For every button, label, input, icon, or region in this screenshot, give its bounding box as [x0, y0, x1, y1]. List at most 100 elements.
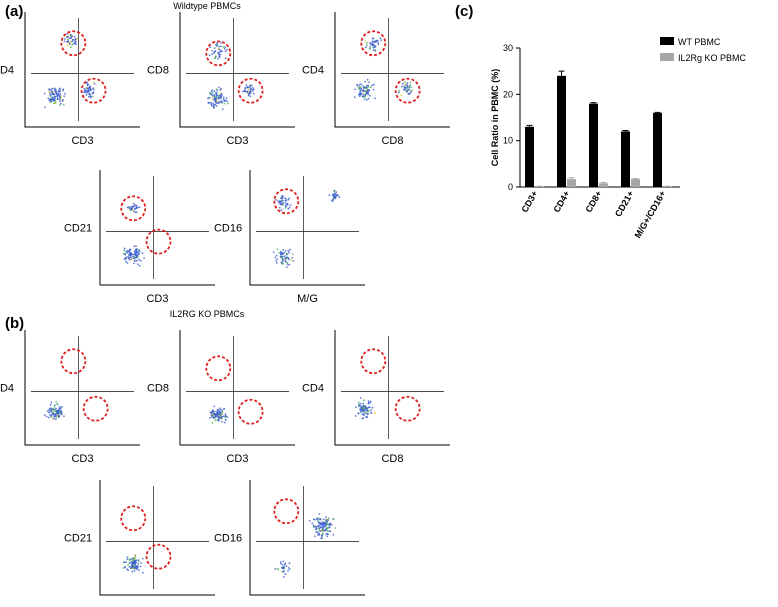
- event-dot: [366, 42, 368, 44]
- event-dot: [218, 87, 220, 89]
- event-dot: [137, 256, 139, 258]
- event-dot: [287, 208, 289, 210]
- event-dot: [55, 401, 57, 403]
- y-axis-label: CD21: [64, 533, 92, 545]
- event-dot: [137, 253, 139, 255]
- event-dot: [137, 263, 139, 265]
- event-dot: [362, 85, 364, 87]
- bar: [589, 104, 598, 187]
- event-dot: [59, 408, 61, 410]
- event-dot: [373, 89, 375, 91]
- event-dot: [365, 90, 367, 92]
- axis: [180, 330, 295, 445]
- event-dot: [215, 50, 217, 52]
- event-dot: [223, 97, 225, 99]
- event-dot: [366, 99, 368, 101]
- event-dot: [319, 522, 321, 524]
- event-dot: [277, 200, 279, 202]
- event-dot: [127, 569, 129, 571]
- y-axis-label: CD4: [0, 383, 14, 395]
- bar: [599, 183, 608, 187]
- y-tick-label: 30: [503, 43, 513, 53]
- event-dot: [360, 86, 362, 88]
- event-dot: [250, 95, 252, 97]
- event-dot: [60, 411, 62, 413]
- event-dot: [314, 535, 316, 537]
- event-dot: [214, 57, 216, 59]
- legend-swatch: [660, 37, 674, 45]
- bar: [567, 179, 576, 187]
- panel-label: (a): [5, 3, 23, 20]
- event-dot: [130, 209, 132, 211]
- event-dot: [49, 89, 51, 91]
- event-dot: [63, 415, 65, 417]
- event-dot: [61, 406, 63, 408]
- y-axis-label: CD4: [0, 65, 14, 77]
- flow-plot: CD4CD3: [0, 330, 140, 465]
- y-tick-label: 10: [503, 136, 513, 146]
- event-dot: [225, 100, 227, 102]
- event-dot: [47, 98, 49, 100]
- event-dot: [335, 191, 337, 193]
- event-dot: [142, 572, 144, 574]
- event-dot: [372, 407, 374, 409]
- event-dot: [213, 96, 215, 98]
- event-dot: [44, 106, 46, 108]
- event-dot: [329, 530, 331, 532]
- event-dot: [368, 98, 370, 100]
- event-dot: [212, 417, 214, 419]
- event-dot: [124, 258, 126, 260]
- event-dot: [283, 576, 285, 578]
- event-dot: [364, 94, 366, 96]
- event-dot: [249, 84, 251, 86]
- event-dot: [58, 95, 60, 97]
- event-dot: [140, 562, 142, 564]
- event-dot: [280, 563, 282, 565]
- event-dot: [280, 262, 282, 264]
- event-dot: [335, 196, 337, 198]
- event-dot: [313, 518, 315, 520]
- event-dot: [132, 205, 134, 207]
- event-dot: [326, 527, 328, 529]
- event-dot: [360, 397, 362, 399]
- event-dot: [63, 95, 65, 97]
- event-dot: [56, 96, 58, 98]
- event-dot: [332, 519, 334, 521]
- event-dot: [277, 248, 279, 250]
- event-dot: [285, 200, 287, 202]
- event-dot: [409, 82, 411, 84]
- gate-circle: [121, 196, 145, 220]
- event-dot: [226, 49, 228, 51]
- event-dot: [289, 568, 291, 570]
- event-dot: [89, 94, 91, 96]
- event-dot: [358, 404, 360, 406]
- error-bar: [623, 130, 629, 131]
- event-dot: [286, 565, 288, 567]
- event-dot: [55, 418, 57, 420]
- event-dot: [335, 198, 337, 200]
- event-dot: [284, 202, 286, 204]
- event-dot: [371, 85, 373, 87]
- event-dot: [213, 52, 215, 54]
- axis: [250, 170, 365, 285]
- event-dot: [325, 533, 327, 535]
- event-dot: [93, 81, 95, 83]
- event-dot: [245, 87, 247, 89]
- event-dot: [54, 102, 56, 104]
- bar: [653, 113, 662, 187]
- event-dot: [208, 102, 210, 104]
- event-dot: [363, 411, 365, 413]
- event-dot: [285, 261, 287, 263]
- event-dot: [369, 46, 371, 48]
- event-dot: [362, 91, 364, 93]
- event-dot: [142, 252, 144, 254]
- event-dot: [354, 89, 356, 91]
- event-dot: [215, 44, 217, 46]
- event-dot: [221, 418, 223, 420]
- event-dot: [209, 54, 211, 56]
- panel-title: IL2RG KO PBMCs: [170, 309, 245, 319]
- event-dot: [88, 96, 90, 98]
- event-dot: [248, 89, 250, 91]
